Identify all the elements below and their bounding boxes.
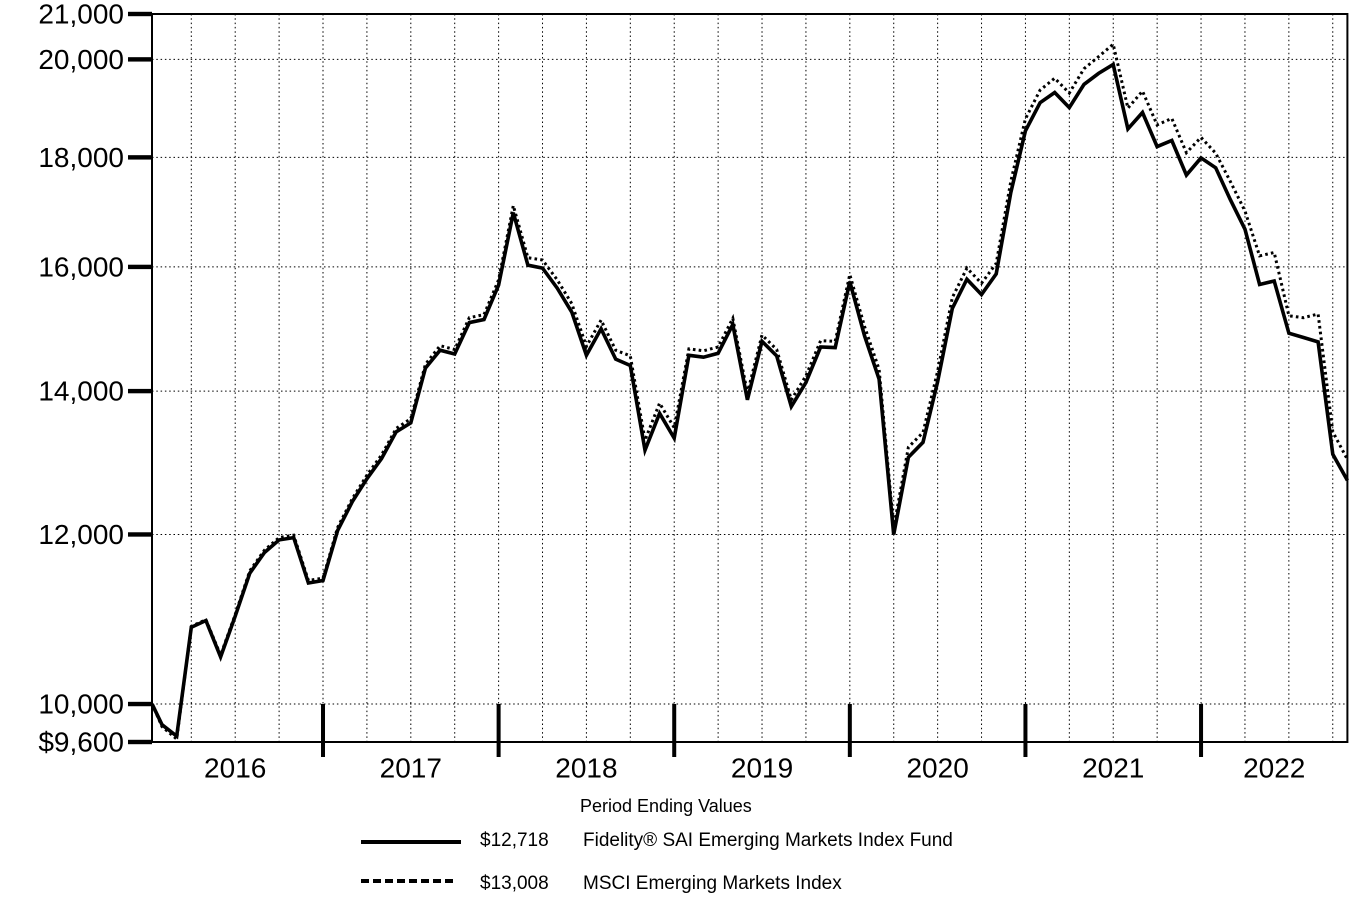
year-tick (1023, 704, 1028, 757)
index-name-label: MSCI Emerging Markets Index (583, 873, 842, 894)
year-tick (672, 704, 677, 757)
x-axis: 2016 2017 2018 2019 2020 2021 2022 (204, 704, 1305, 784)
year-label: 2021 (1082, 753, 1144, 784)
y-tick (128, 739, 152, 745)
growth-of-10000-chart: 21,000 20,000 18,000 16,000 14,000 12,000 10,0… (38, 0, 1349, 784)
fund-line (150, 61, 1349, 740)
year-label: 2017 (380, 753, 442, 784)
vertical-gridlines (190, 14, 1334, 742)
y-tick-label: 10,000 (38, 689, 124, 720)
y-tick (128, 11, 152, 17)
fund-ending-value: $12,718 (480, 830, 549, 851)
y-tick (128, 57, 152, 62)
y-tick-label: 21,000 (38, 0, 124, 30)
legend-title: Period Ending Values (580, 796, 752, 816)
y-axis: 21,000 20,000 18,000 16,000 14,000 12,000 10,0… (38, 0, 152, 758)
year-tick (321, 704, 326, 757)
year-label: 2022 (1243, 753, 1305, 784)
year-label: 2016 (204, 753, 266, 784)
year-label: 2019 (731, 753, 793, 784)
year-label: 2020 (906, 753, 968, 784)
y-tick-label: $9,600 (38, 727, 124, 758)
fund-solid-line-swatch (361, 840, 461, 844)
year-tick (496, 704, 501, 757)
year-tick (1199, 704, 1204, 757)
index-dotted-line-swatch (361, 879, 456, 883)
y-tick-label: 12,000 (38, 519, 124, 550)
index-line (150, 41, 1349, 743)
year-label: 2018 (555, 753, 617, 784)
y-tick (128, 155, 152, 160)
y-tick-label: 18,000 (38, 142, 124, 173)
plot-border (151, 13, 1349, 743)
y-tick (128, 701, 152, 707)
y-tick (128, 388, 152, 394)
year-tick (847, 704, 852, 757)
fund-name-label: Fidelity® SAI Emerging Markets Index Fun… (583, 830, 953, 851)
y-tick (128, 264, 152, 270)
y-tick-label: 20,000 (38, 44, 124, 75)
chart-legend: Period Ending Values $12,718 Fidelity® S… (0, 790, 1363, 921)
index-ending-value: $13,008 (480, 873, 549, 894)
y-tick-label: 14,000 (38, 376, 124, 407)
y-tick (128, 532, 152, 537)
y-tick-label: 16,000 (38, 251, 124, 282)
